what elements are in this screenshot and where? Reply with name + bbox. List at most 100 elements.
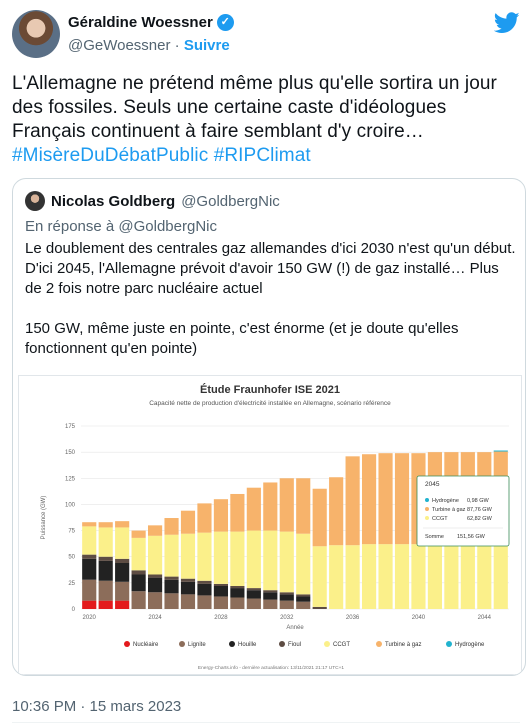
- bar-segment: [131, 574, 146, 592]
- divider: [12, 722, 520, 723]
- x-tick-label: 2044: [478, 615, 492, 621]
- y-tick-label: 50: [68, 555, 75, 561]
- tooltip-total-label: Somme: [425, 534, 444, 540]
- x-tick-label: 2020: [83, 615, 97, 621]
- bar-segment: [131, 570, 146, 575]
- bar-segment: [296, 596, 311, 602]
- bar-segment: [263, 530, 278, 591]
- tweet-body: L'Allemagne ne prétend même plus qu'elle…: [12, 72, 522, 168]
- bar-segment: [180, 510, 196, 534]
- quoted-paragraph-2: 150 GW, même juste en pointe, c'est énor…: [25, 320, 459, 357]
- bar-segment: [213, 583, 229, 586]
- legend-label: Houille: [238, 642, 257, 648]
- tooltip-row-value: 62,82 GW: [467, 516, 493, 522]
- bar-segment: [296, 533, 311, 595]
- bar-segment: [115, 558, 130, 563]
- bar-segment: [279, 478, 294, 532]
- bar-segment: [246, 530, 261, 589]
- tooltip-row-value: 87,76 GW: [467, 507, 493, 513]
- bar-segment: [213, 531, 229, 584]
- y-tick-label: 150: [65, 450, 76, 456]
- bar-segment: [263, 592, 278, 600]
- bar-segment: [279, 594, 294, 601]
- bar-segment: [312, 606, 327, 609]
- bar-segment: [230, 531, 245, 586]
- bar-segment: [213, 499, 229, 532]
- bar-segment: [279, 531, 294, 593]
- author-avatar[interactable]: [12, 10, 60, 58]
- legend-label: CCGT: [333, 642, 350, 648]
- separator: ·: [174, 37, 180, 54]
- bar-segment: [164, 534, 179, 577]
- bar-segment: [378, 453, 393, 545]
- quoted-tweet-card[interactable]: Nicolas Goldberg @GoldbergNic En réponse…: [12, 178, 526, 676]
- bar-segment: [115, 527, 130, 559]
- bar-segment: [82, 526, 97, 555]
- bar-segment: [82, 554, 97, 559]
- quoted-paragraph-1: Le doublement des centrales gaz allemand…: [25, 240, 516, 297]
- bar-segment: [230, 585, 245, 589]
- bar-segment: [147, 525, 163, 536]
- bar-segment: [263, 482, 278, 531]
- bar-segment: [246, 487, 261, 531]
- bar-segment: [444, 544, 459, 609]
- bar-segment: [197, 595, 212, 609]
- legend-marker: [229, 641, 235, 647]
- bar-segment: [493, 450, 508, 452]
- chart-image[interactable]: Étude Fraunhofer ISE 2021 Capacité nette…: [18, 375, 522, 675]
- x-axis-label: Année: [286, 625, 304, 631]
- bar-segment: [131, 591, 146, 609]
- author-handle[interactable]: @GeWoessner: [68, 37, 171, 54]
- bar-segment: [345, 545, 360, 609]
- tooltip-row-value: 0,98 GW: [467, 498, 490, 504]
- tweet-timestamp[interactable]: 10:36 PM · 15 mars 2023: [12, 698, 182, 715]
- bar-segment: [82, 558, 97, 580]
- bar-segment: [394, 453, 410, 545]
- tooltip-total-value: 151,56 GW: [457, 534, 486, 540]
- bar-segment: [98, 556, 113, 561]
- bar-segment: [180, 533, 196, 579]
- bar-segment: [263, 590, 278, 593]
- bar-segment: [115, 562, 130, 582]
- bar-segment: [230, 493, 245, 532]
- reply-to-line: En réponse à @GoldbergNic: [25, 218, 217, 235]
- bar-segment: [98, 580, 113, 601]
- legend-marker: [124, 641, 130, 647]
- bar-segment: [115, 581, 130, 601]
- bar-segment: [279, 600, 294, 609]
- tooltip-marker: [425, 516, 429, 520]
- follow-button[interactable]: Suivre: [183, 37, 230, 54]
- bar-segment: [477, 544, 492, 609]
- quoted-tweet-text: Le doublement des centrales gaz allemand…: [25, 239, 517, 379]
- twitter-logo-icon[interactable]: [494, 12, 520, 34]
- bar-segment: [147, 577, 163, 593]
- bar-segment: [394, 544, 410, 609]
- author-name[interactable]: Géraldine Woessner: [68, 14, 213, 31]
- tooltip-box: [416, 475, 510, 547]
- stacked-bar-chart: 0 25 50 75 100 125 150 175 2020 2024 2028 2032 2036 2…: [41, 424, 510, 671]
- legend-marker: [279, 641, 285, 647]
- bar-segment: [263, 599, 278, 609]
- bar-segment: [98, 560, 113, 581]
- legend-marker: [376, 641, 382, 647]
- bar-segment: [197, 583, 212, 596]
- quoted-author-avatar: [25, 191, 45, 211]
- bar-segment: [312, 546, 327, 607]
- legend-label: Lignite: [188, 642, 206, 648]
- quoted-author-handle: @GoldbergNic: [181, 192, 280, 210]
- bar-segment: [427, 544, 443, 609]
- bar-segment: [115, 521, 130, 528]
- bar-segment: [180, 594, 196, 609]
- tooltip-row-label: Hydrogène: [432, 498, 459, 504]
- bar-segment: [213, 596, 229, 609]
- bar-segment: [279, 592, 294, 595]
- legend-marker: [446, 641, 452, 647]
- bar-segment: [131, 537, 146, 571]
- author-name-row[interactable]: Géraldine Woessner ✓: [68, 14, 234, 31]
- y-axis-label: Puissance (GW): [41, 496, 47, 540]
- hashtag-links[interactable]: #MisèreDuDébatPublic #RIPClimat: [12, 145, 311, 166]
- chart-credit: Energy-Charts.info - dernière actualisat…: [198, 665, 344, 671]
- bar-segment: [296, 478, 311, 534]
- x-tick-label: 2036: [346, 615, 360, 621]
- bar-segment: [147, 535, 163, 575]
